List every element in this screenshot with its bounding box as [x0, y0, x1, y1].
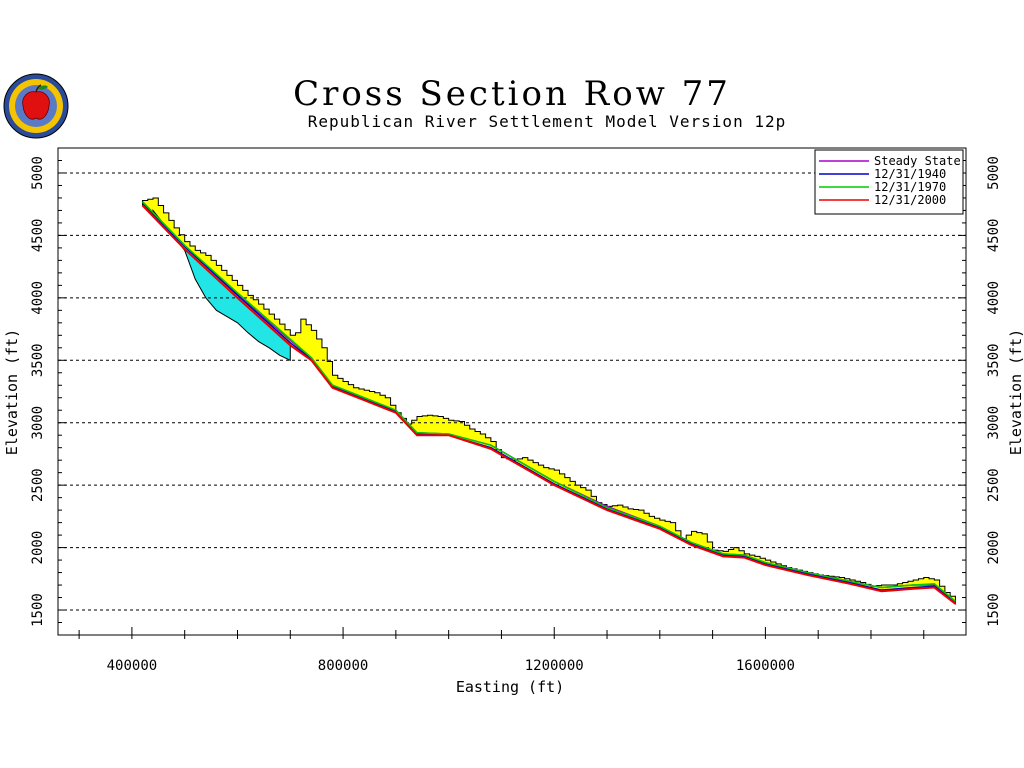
legend-label: 12/31/2000: [874, 193, 946, 207]
y-tick-label-right: 1500: [986, 593, 1002, 627]
chart-subtitle: Republican River Settlement Model Versio…: [307, 112, 787, 131]
y-tick-label-left: 1500: [30, 593, 46, 627]
x-tick-label: 1600000: [736, 658, 795, 674]
series-line-steady-state: [141, 201, 956, 604]
y-axis-title-right: Elevation (ft): [1007, 329, 1024, 455]
y-tick-label-right: 4000: [986, 281, 1002, 315]
y-tick-label-left: 4000: [30, 281, 46, 315]
x-tick-label: 1200000: [525, 658, 584, 674]
legend: Steady State12/31/194012/31/197012/31/20…: [814, 149, 964, 215]
legend-label: Steady State: [874, 154, 961, 168]
y-tick-label-left: 2500: [30, 468, 46, 502]
y-tick-label-right: 5000: [986, 156, 1002, 190]
y-axis-title-left: Elevation (ft): [3, 329, 21, 455]
x-tick-label: 400000: [107, 658, 158, 674]
y-tick-label-right: 3000: [986, 406, 1002, 440]
gridlines: [58, 172, 966, 611]
plot-frame: [57, 147, 967, 636]
saturated-zone-fill: [141, 197, 956, 605]
legend-label: 12/31/1970: [874, 180, 946, 194]
series-line-12-31-2000: [141, 204, 957, 605]
y-tick-label-right: 2000: [986, 531, 1002, 565]
y-tick-label-left: 3500: [30, 343, 46, 377]
y-tick-label-right: 3500: [986, 343, 1002, 377]
series-line-12-31-1940: [141, 202, 956, 604]
y-tick-label-left: 5000: [30, 156, 46, 190]
y-tick-label-right: 2500: [986, 468, 1002, 502]
x-axis: 400000 800000 1200000 1600000: [78, 627, 925, 674]
y-axis-left: 1500 2000 2500 3000 3500 4000 4500 5000: [30, 156, 66, 627]
series-lines: [141, 201, 957, 605]
agency-seal-logo: [2, 72, 70, 140]
y-tick-label-left: 4500: [30, 219, 46, 253]
series-line-12-31-1970: [141, 201, 956, 602]
x-tick-label: 800000: [318, 658, 369, 674]
chart-title: Cross Section Row 77: [293, 74, 731, 114]
y-tick-label-left: 3000: [30, 406, 46, 440]
x-axis-title: Easting (ft): [456, 678, 564, 696]
apple-seal-icon: [3, 73, 69, 139]
aquifer-fills: [141, 197, 956, 605]
legend-label: 12/31/1940: [874, 167, 946, 181]
y-tick-label-right: 4500: [986, 219, 1002, 253]
y-axis-right: 1500 2000 2500 3000 3500 4000 4500 5000: [958, 156, 1002, 627]
y-tick-label-left: 2000: [30, 531, 46, 565]
